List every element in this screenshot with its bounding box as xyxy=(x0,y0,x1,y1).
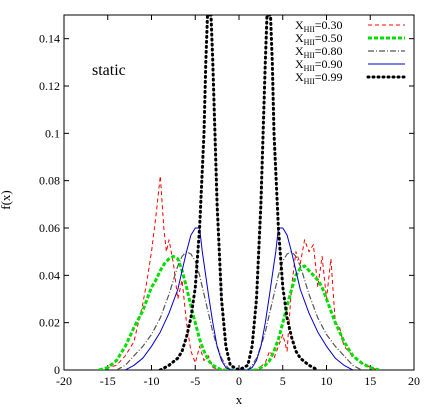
y-tick-label: 0.14 xyxy=(39,32,60,46)
y-tick-label: 0.12 xyxy=(39,79,60,93)
y-tick-label: 0.06 xyxy=(39,221,60,235)
legend-entry-label: XHII=0.90 xyxy=(295,57,343,73)
x-axis-label: x xyxy=(236,392,243,407)
x-tick-label: 20 xyxy=(408,374,420,388)
static-annotation: static xyxy=(92,62,126,79)
y-tick-label: 0.04 xyxy=(39,268,60,282)
y-axis-label: f(x) xyxy=(0,190,13,210)
legend-entry-label: XHII=0.30 xyxy=(295,18,343,34)
series-layer xyxy=(98,15,380,370)
legend: XHII=0.30XHII=0.50XHII=0.80XHII=0.90XHII… xyxy=(295,18,407,86)
legend-entry-label: XHII=0.80 xyxy=(295,44,343,60)
x-tick-label: 5 xyxy=(280,374,286,388)
x-tick-label: -5 xyxy=(190,374,200,388)
series-line-x-hii-0-30 xyxy=(98,175,380,370)
x-tick-label: 10 xyxy=(321,374,333,388)
x-tick-label: 15 xyxy=(364,374,376,388)
x-axis-ticks: -20 -15 -10 -5 0 5 10 15 20 xyxy=(56,15,420,388)
y-tick-label: 0.08 xyxy=(39,174,60,188)
x-tick-label: -20 xyxy=(56,374,72,388)
y-tick-label: 0.1 xyxy=(45,126,60,140)
legend-entry-label: XHII=0.50 xyxy=(295,31,343,47)
x-tick-label: -10 xyxy=(144,374,160,388)
series-line-x-hii-0-80 xyxy=(116,251,362,370)
x-tick-label: 0 xyxy=(236,374,242,388)
series-line-x-hii-0-90 xyxy=(125,227,354,370)
series-line-x-hii-0-50 xyxy=(98,254,380,370)
series-line-x-hii-0-99 xyxy=(158,15,320,370)
y-tick-label: 0.02 xyxy=(39,316,60,330)
y-axis-ticks: 0 0.02 0.04 0.06 0.08 0.1 0.12 0.14 xyxy=(39,32,414,377)
y-tick-label: 0 xyxy=(54,363,60,377)
legend-entry-label: XHII=0.99 xyxy=(295,70,343,86)
x-tick-label: -15 xyxy=(100,374,116,388)
